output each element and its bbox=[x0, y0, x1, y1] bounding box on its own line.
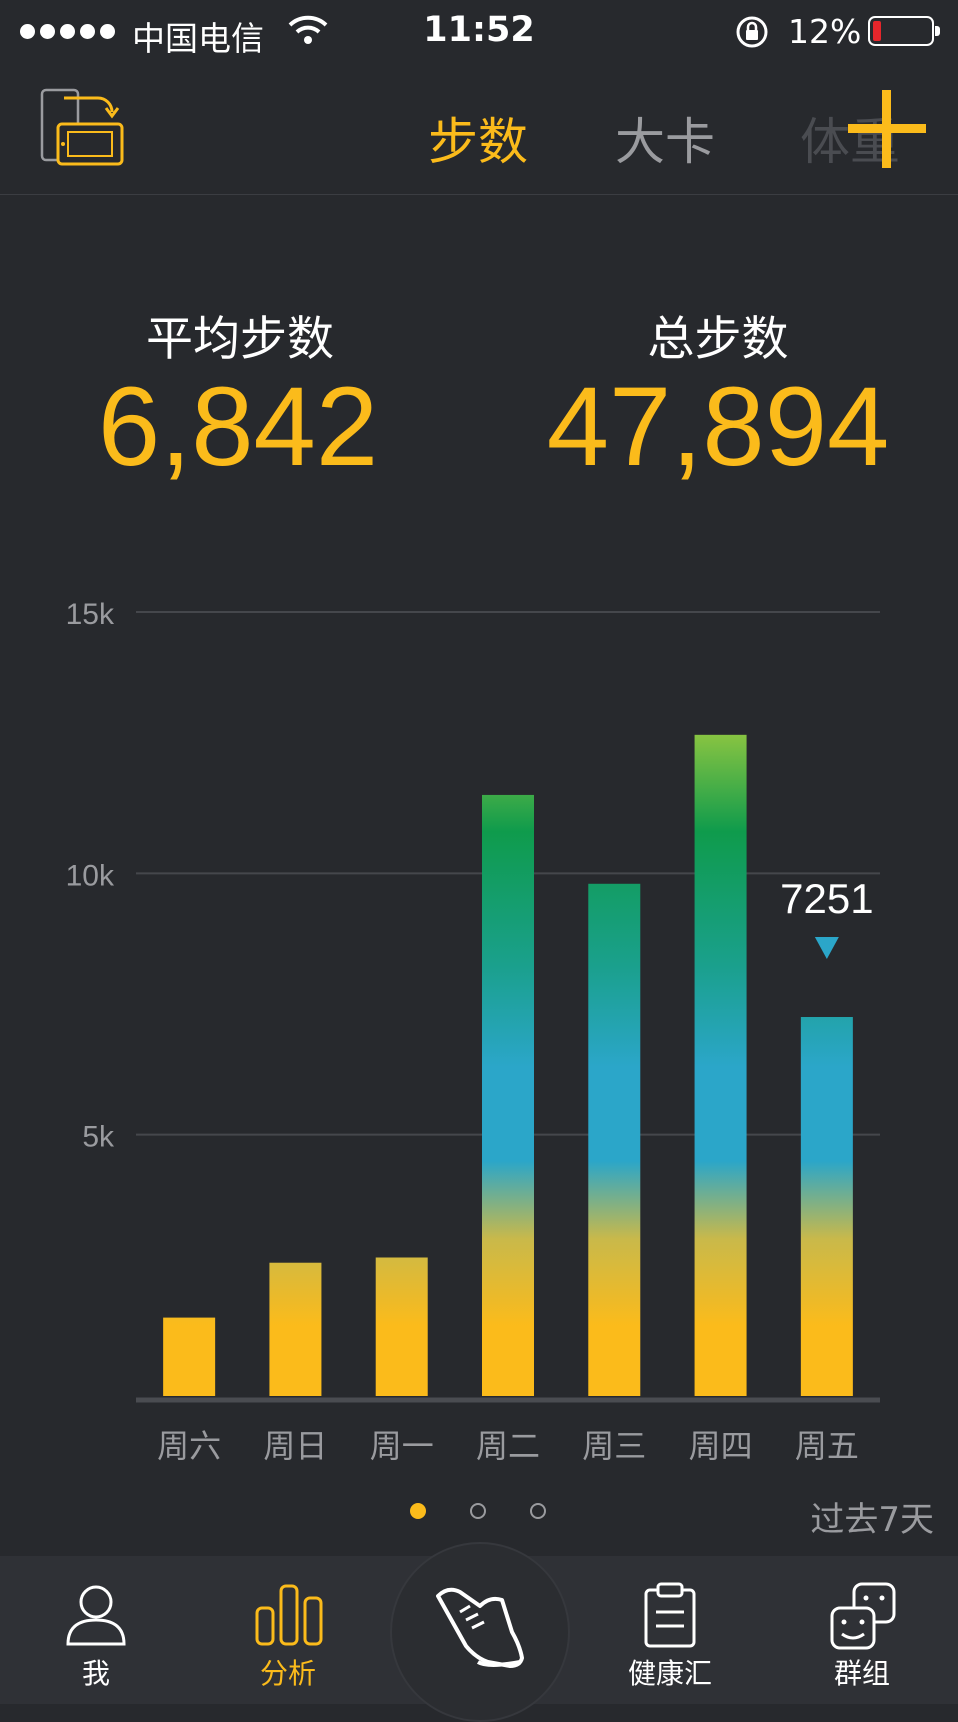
bar-3 bbox=[375, 1257, 428, 1396]
highlight-marker-icon bbox=[814, 937, 839, 960]
tab-me-label: 我 bbox=[81, 1657, 110, 1690]
x-tick-label: 周四 bbox=[689, 1427, 753, 1465]
tab-analysis-label: 分析 bbox=[259, 1657, 316, 1690]
highlight-value-label: 7251 bbox=[780, 875, 873, 922]
tab-analysis[interactable]: 分析 bbox=[228, 1556, 348, 1704]
bar-4 bbox=[482, 794, 534, 1396]
tab-health-hub-label: 健康汇 bbox=[627, 1657, 712, 1690]
tab-steps[interactable]: 步数 bbox=[428, 113, 528, 171]
tab-calories[interactable]: 大卡 bbox=[615, 113, 715, 171]
bar-7 bbox=[800, 1017, 853, 1396]
faces-icon bbox=[830, 1582, 896, 1650]
average-steps-value: 6,842 bbox=[97, 364, 379, 489]
x-tick-label: 周六 bbox=[157, 1427, 221, 1465]
tab-me[interactable]: 我 bbox=[36, 1556, 156, 1704]
page-indicator-3[interactable] bbox=[530, 1503, 546, 1519]
page-indicator-1[interactable] bbox=[410, 1503, 426, 1519]
x-tick-label: 周一 bbox=[370, 1427, 434, 1465]
total-steps-label: 总步数 bbox=[647, 312, 789, 367]
steps-bar-chart[interactable]: 5k 10k 15k 周六 周日 周一 周二 周三 周四 周五 7251 bbox=[0, 560, 958, 1480]
bar-2 bbox=[269, 1262, 322, 1396]
x-tick-label: 周三 bbox=[582, 1427, 646, 1465]
y-tick-label: 10k bbox=[66, 859, 115, 892]
x-tick-label: 周二 bbox=[476, 1427, 540, 1465]
status-bar: 中国电信 11:52 12% bbox=[0, 0, 958, 64]
signal-strength-icon bbox=[20, 24, 115, 39]
status-time: 11:52 bbox=[423, 10, 535, 50]
tab-health-hub[interactable]: 健康汇 bbox=[610, 1556, 730, 1704]
battery-percent: 12% bbox=[788, 12, 862, 51]
center-shoe-button[interactable] bbox=[390, 1542, 570, 1722]
bar-chart-icon bbox=[255, 1584, 323, 1646]
y-tick-label: 15k bbox=[66, 598, 115, 631]
battery-icon bbox=[868, 16, 940, 46]
bar-1 bbox=[163, 1317, 216, 1396]
page-indicator-2[interactable] bbox=[470, 1503, 486, 1519]
rotation-lock-icon bbox=[736, 16, 768, 48]
top-nav: 步数 大卡 体重 bbox=[0, 64, 958, 195]
period-label[interactable]: 过去7天 bbox=[810, 1500, 934, 1540]
tab-groups-label: 群组 bbox=[833, 1657, 890, 1690]
plus-icon[interactable] bbox=[848, 90, 926, 168]
x-tick-label: 周日 bbox=[263, 1427, 327, 1465]
bar-5 bbox=[588, 883, 641, 1396]
person-icon bbox=[66, 1585, 126, 1646]
clipboard-icon bbox=[644, 1582, 696, 1648]
wifi-icon bbox=[288, 15, 328, 44]
screen-switch-icon[interactable] bbox=[38, 86, 130, 168]
carrier-name: 中国电信 bbox=[132, 19, 264, 58]
y-tick-label: 5k bbox=[82, 1121, 115, 1154]
tab-groups[interactable]: 群组 bbox=[802, 1556, 922, 1704]
bar-6 bbox=[694, 734, 747, 1396]
total-steps-value: 47,894 bbox=[546, 364, 890, 489]
shoe-icon bbox=[436, 1587, 524, 1668]
average-steps-label: 平均步数 bbox=[146, 312, 334, 367]
x-tick-label: 周五 bbox=[795, 1427, 859, 1465]
